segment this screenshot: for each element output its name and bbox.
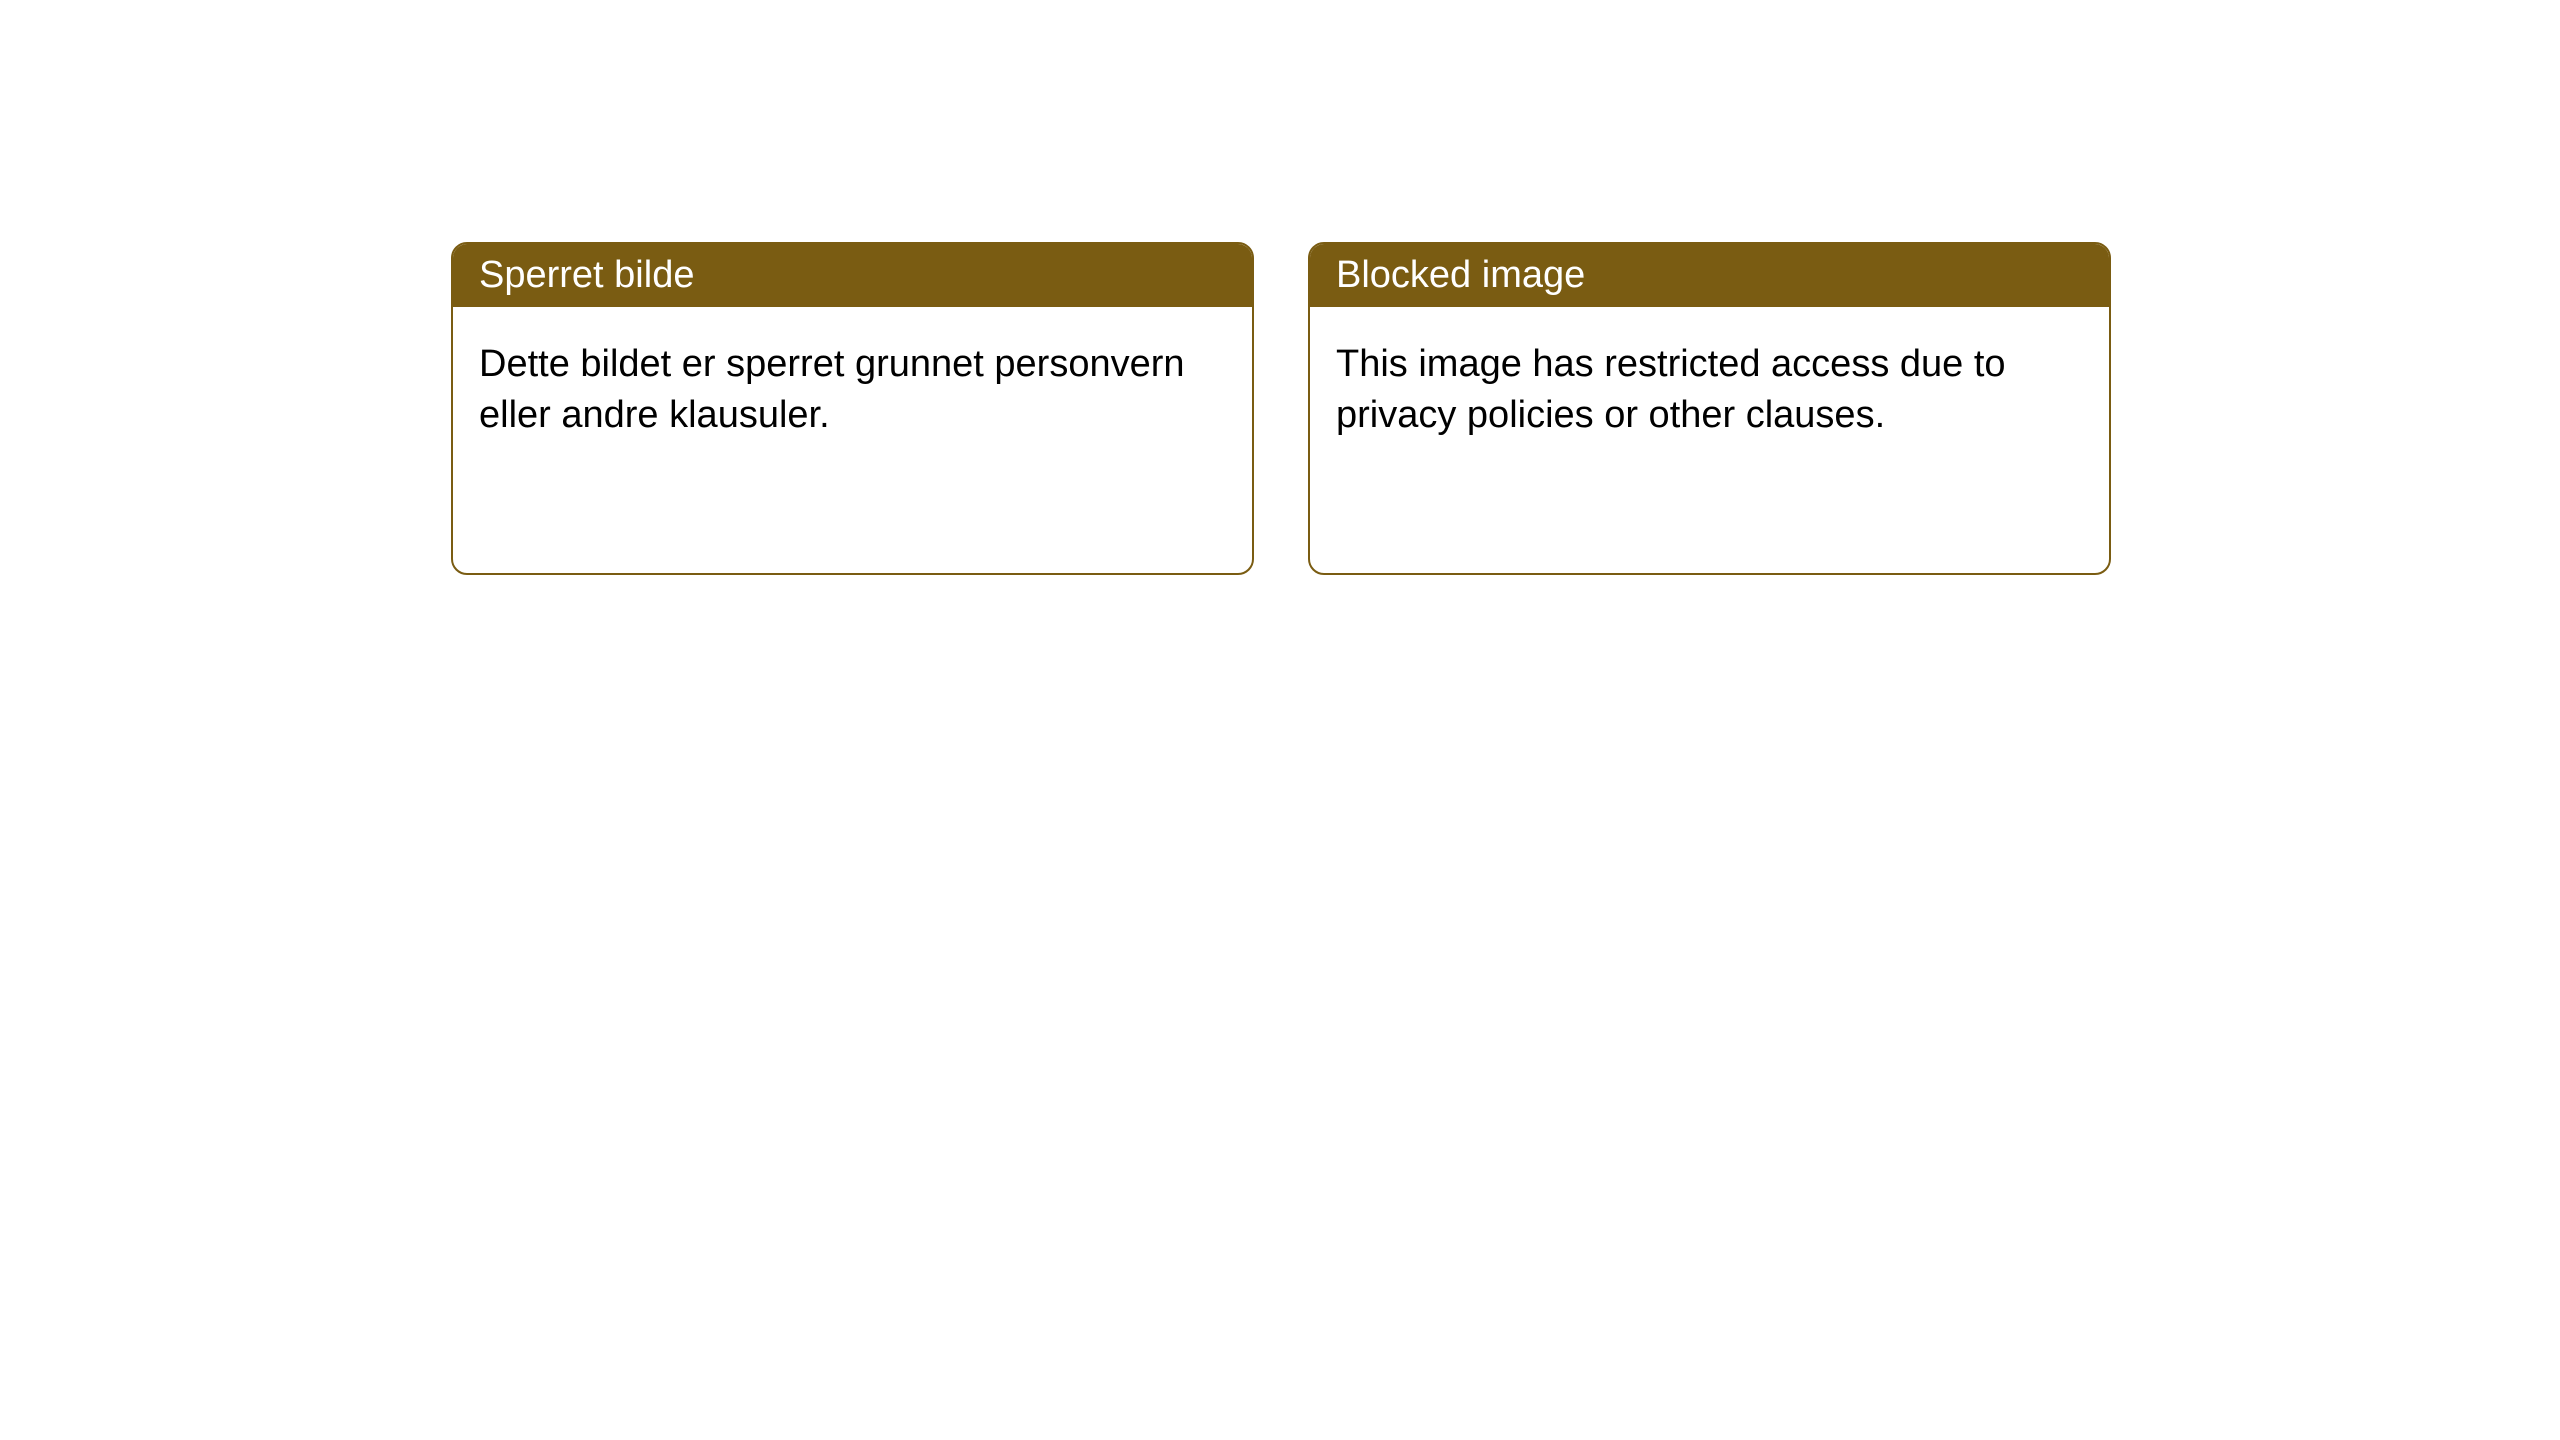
notice-title: Sperret bilde <box>453 244 1252 307</box>
notice-card-norwegian: Sperret bilde Dette bildet er sperret gr… <box>451 242 1254 575</box>
notice-title: Blocked image <box>1310 244 2109 307</box>
notice-card-english: Blocked image This image has restricted … <box>1308 242 2111 575</box>
notice-container: Sperret bilde Dette bildet er sperret gr… <box>0 0 2560 575</box>
notice-body: Dette bildet er sperret grunnet personve… <box>453 307 1252 474</box>
notice-body: This image has restricted access due to … <box>1310 307 2109 474</box>
